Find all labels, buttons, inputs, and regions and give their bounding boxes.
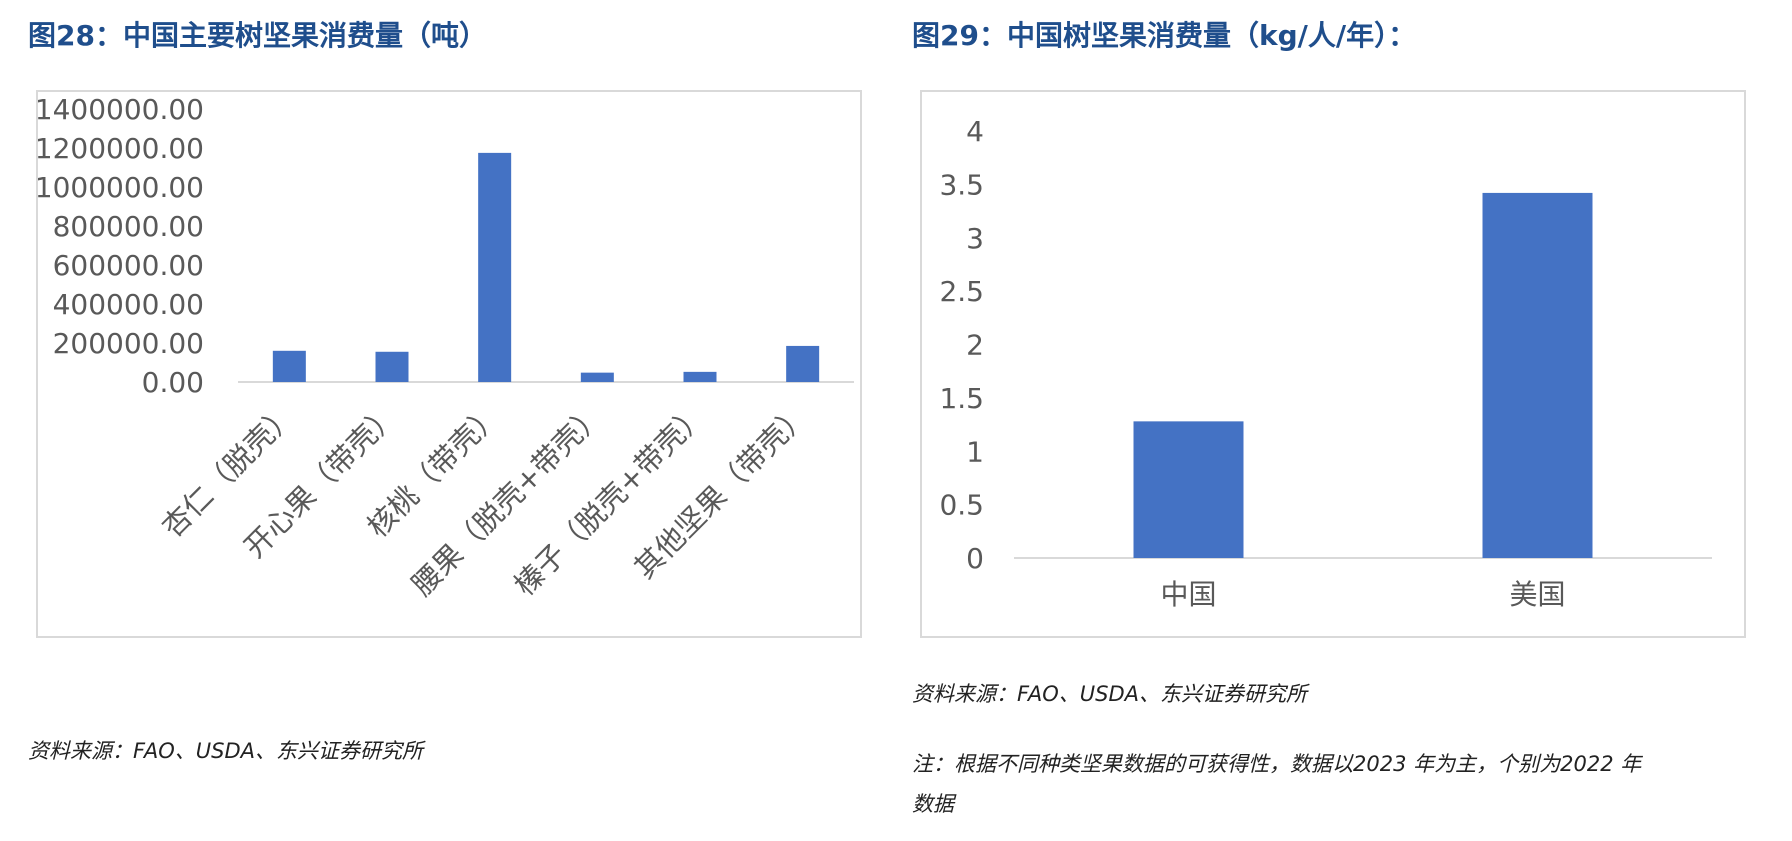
x-category-label: 中国 <box>1160 578 1216 611</box>
y-tick-label: 3 <box>966 222 984 255</box>
y-tick-label: 0.5 <box>939 489 984 522</box>
x-category-label: 榛子（脱壳+带壳） <box>508 397 713 602</box>
y-tick-label: 3.5 <box>939 168 984 201</box>
y-tick-label: 2 <box>966 329 984 362</box>
bar <box>786 345 820 382</box>
y-tick-label: 800000.00 <box>53 210 204 243</box>
y-tick-label: 1200000.00 <box>38 132 204 165</box>
figure-29-note-line2: 数据 <box>912 792 954 816</box>
y-tick-label: 0 <box>966 542 984 575</box>
figure-28-title: 图28：中国主要树坚果消费量（吨） <box>28 19 487 52</box>
figure-29-source: 资料来源：FAO、USDA、东兴证券研究所 <box>912 682 1307 706</box>
bar <box>375 351 409 382</box>
y-tick-label: 4 <box>966 115 984 148</box>
y-tick-label: 600000.00 <box>53 249 204 282</box>
figure-28-source: 资料来源：FAO、USDA、东兴证券研究所 <box>28 739 423 763</box>
y-tick-label: 400000.00 <box>53 288 204 321</box>
chart-29-frame: 0 0.5 1 1.5 2 2.5 3 3.5 4 中国 美国 <box>920 90 1746 638</box>
figure-29-title: 图29：中国树坚果消费量（kg/人/年）： <box>912 19 1417 52</box>
bar <box>1482 192 1593 558</box>
y-tick-label: 0.00 <box>142 366 204 399</box>
bar <box>580 372 614 382</box>
y-tick-label: 1.5 <box>939 382 984 415</box>
bar <box>478 152 512 382</box>
y-tick-label: 1 <box>966 435 984 468</box>
x-category-label: 腰果（脱壳+带壳） <box>405 397 610 602</box>
x-category-label: 其他坚果（带壳） <box>628 397 816 585</box>
y-tick-label: 1000000.00 <box>38 171 204 204</box>
y-tick-label: 1400000.00 <box>38 93 204 126</box>
bar <box>1133 421 1244 558</box>
y-tick-label: 2.5 <box>939 275 984 308</box>
chart-29-svg: 0 0.5 1 1.5 2 2.5 3 3.5 4 中国 美国 <box>939 115 1712 611</box>
chart-28-svg: 0.00 200000.00 400000.00 600000.00 800000.00… <box>38 93 854 602</box>
y-tick-label: 200000.00 <box>53 327 204 360</box>
figure-29-note-line1: 注：根据不同种类坚果数据的可获得性，数据以2023 年为主，个别为2022 年 <box>912 752 1642 776</box>
bar <box>683 371 717 382</box>
x-category-label: 美国 <box>1509 578 1565 611</box>
chart-28-frame: 0.00 200000.00 400000.00 600000.00 800000.00… <box>36 90 862 638</box>
bar <box>272 350 306 382</box>
